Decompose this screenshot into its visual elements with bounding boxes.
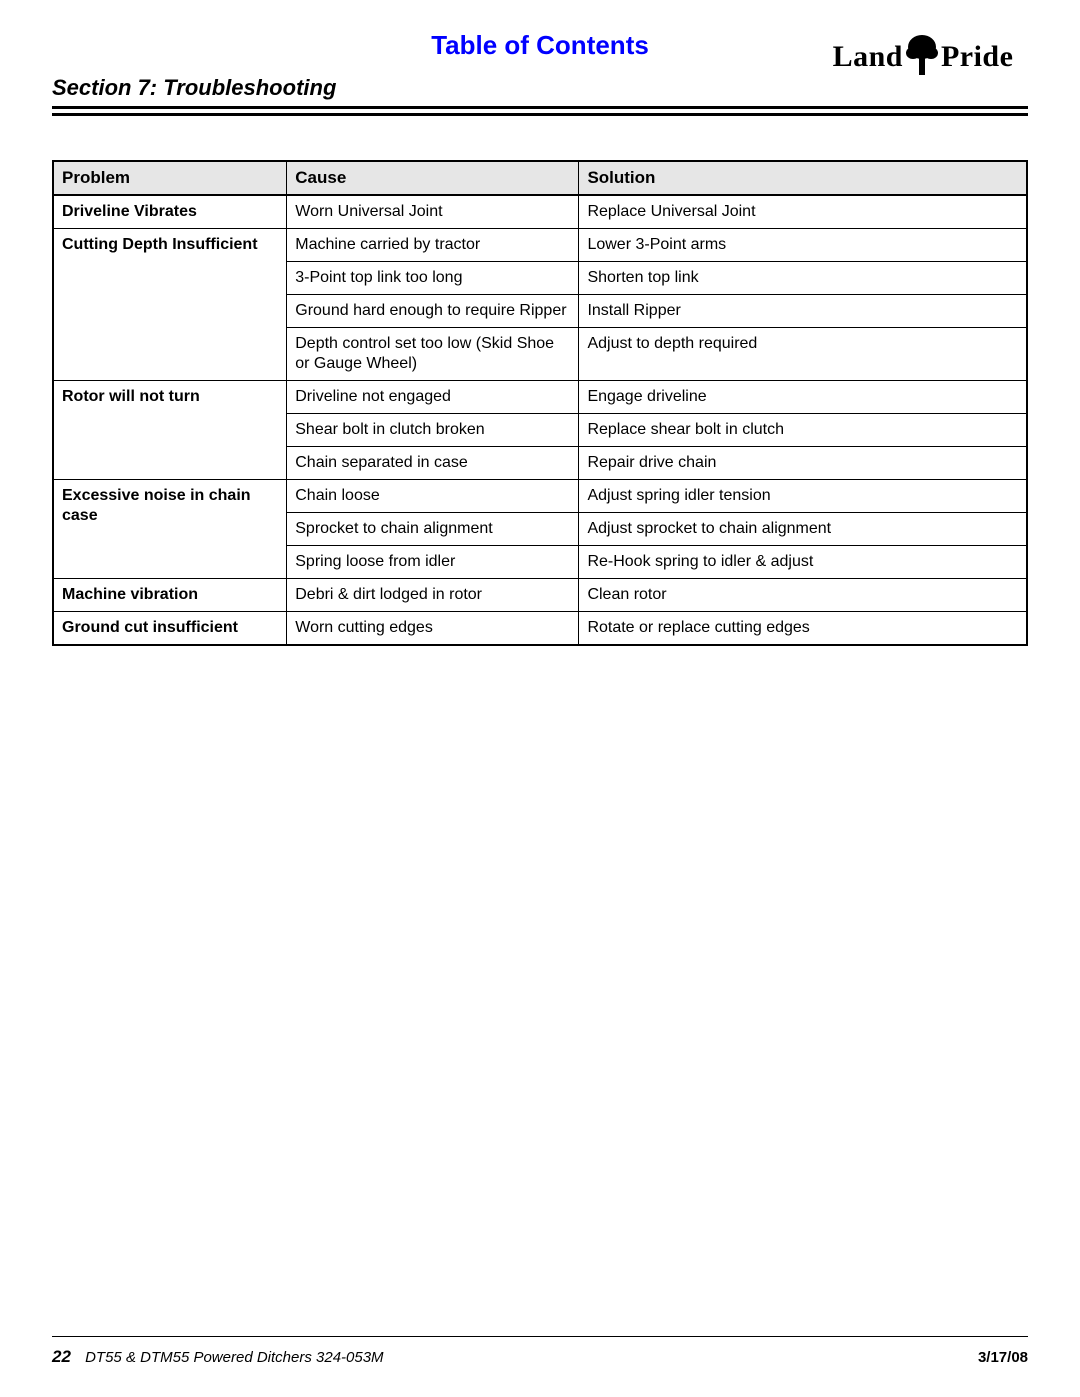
page: Table of Contents Section 7: Troubleshoo… [0,0,1080,1397]
cell-solution: Re-Hook spring to idler & adjust [579,546,1027,579]
cell-cause: Chain loose [287,480,579,513]
page-footer: 22 DT55 & DTM55 Powered Ditchers 324-053… [52,1336,1028,1367]
cell-solution: Repair drive chain [579,447,1027,480]
cell-cause: 3-Point top link too long [287,262,579,295]
troubleshooting-table: Problem Cause Solution Driveline Vibrate… [52,160,1028,646]
cell-cause: Sprocket to chain alignment [287,513,579,546]
table-row: Machine vibrationDebri & dirt lodged in … [53,579,1027,612]
logo-text-left: Land [833,40,903,73]
cell-solution: Adjust spring idler tension [579,480,1027,513]
col-solution: Solution [579,161,1027,195]
cell-cause: Chain separated in case [287,447,579,480]
cell-solution: Install Ripper [579,295,1027,328]
logo-text-right: Pride [941,40,1013,73]
cell-problem: Driveline Vibrates [53,195,287,229]
cell-solution: Lower 3-Point arms [579,229,1027,262]
cell-problem: Cutting Depth Insufficient [53,229,287,381]
cell-solution: Rotate or replace cutting edges [579,612,1027,646]
table-row: Ground cut insufficientWorn cutting edge… [53,612,1027,646]
cell-cause: Shear bolt in clutch broken [287,414,579,447]
footer-doc-title: DT55 & DTM55 Powered Ditchers 324-053M [85,1349,383,1366]
brand-logo: Land Pride [818,26,1028,92]
cell-cause: Worn cutting edges [287,612,579,646]
page-header: Table of Contents Section 7: Troubleshoo… [52,26,1028,98]
col-problem: Problem [53,161,287,195]
tree-icon [905,33,939,85]
cell-solution: Replace Universal Joint [579,195,1027,229]
table-row: Excessive noise in chain caseChain loose… [53,480,1027,513]
footer-left: 22 DT55 & DTM55 Powered Ditchers 324-053… [52,1347,384,1367]
cell-problem: Machine vibration [53,579,287,612]
footer-date: 3/17/08 [978,1349,1028,1366]
table-row: Cutting Depth InsufficientMachine carrie… [53,229,1027,262]
cell-cause: Spring loose from idler [287,546,579,579]
cell-cause: Depth control set too low (Skid Shoe or … [287,328,579,381]
cell-cause: Ground hard enough to require Ripper [287,295,579,328]
header-rule [52,106,1028,116]
troubleshooting-table-wrap: Problem Cause Solution Driveline Vibrate… [52,160,1028,646]
page-number: 22 [52,1347,71,1366]
cell-solution: Adjust sprocket to chain alignment [579,513,1027,546]
cell-solution: Replace shear bolt in clutch [579,414,1027,447]
cell-solution: Clean rotor [579,579,1027,612]
cell-solution: Adjust to depth required [579,328,1027,381]
table-body: Driveline VibratesWorn Universal JointRe… [53,195,1027,645]
cell-solution: Engage driveline [579,381,1027,414]
cell-cause: Driveline not engaged [287,381,579,414]
col-cause: Cause [287,161,579,195]
cell-cause: Machine carried by tractor [287,229,579,262]
table-header-row: Problem Cause Solution [53,161,1027,195]
cell-cause: Debri & dirt lodged in rotor [287,579,579,612]
cell-problem: Rotor will not turn [53,381,287,480]
cell-problem: Excessive noise in chain case [53,480,287,579]
cell-solution: Shorten top link [579,262,1027,295]
cell-cause: Worn Universal Joint [287,195,579,229]
cell-problem: Ground cut insufficient [53,612,287,646]
table-row: Rotor will not turnDriveline not engaged… [53,381,1027,414]
table-row: Driveline VibratesWorn Universal JointRe… [53,195,1027,229]
